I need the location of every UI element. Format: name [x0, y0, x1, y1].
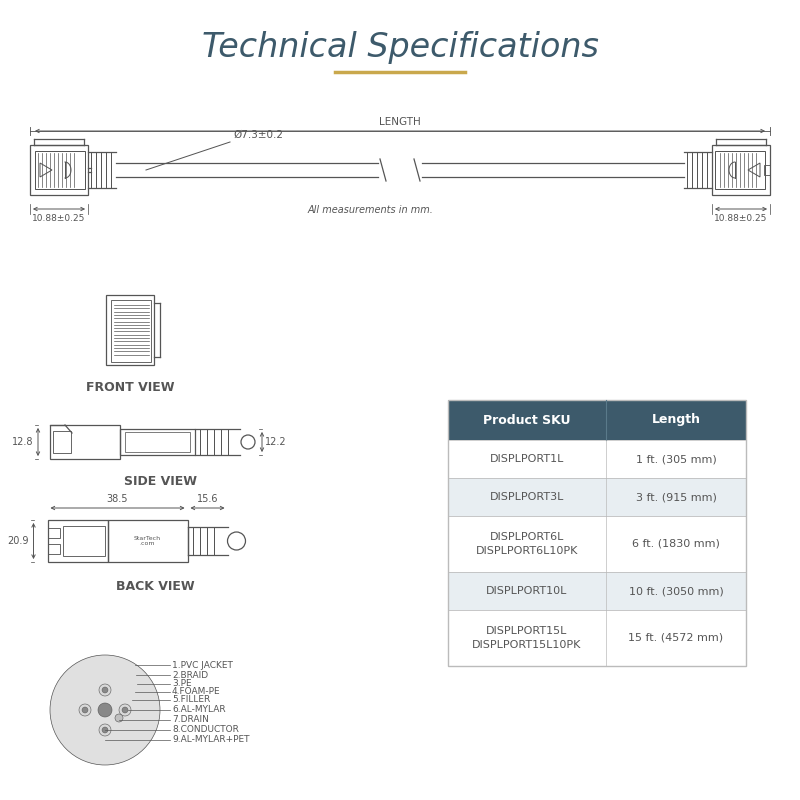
Circle shape — [63, 668, 147, 752]
Text: 1.PVC JACKET: 1.PVC JACKET — [172, 661, 233, 670]
Polygon shape — [448, 610, 746, 666]
Text: FRONT VIEW: FRONT VIEW — [86, 381, 174, 394]
Text: 3.PE: 3.PE — [172, 679, 192, 689]
Text: BACK VIEW: BACK VIEW — [116, 580, 194, 593]
Circle shape — [100, 705, 110, 715]
Circle shape — [99, 724, 111, 736]
Text: 6.AL-MYLAR: 6.AL-MYLAR — [172, 706, 226, 714]
Circle shape — [115, 714, 123, 722]
Text: 2.BRAID: 2.BRAID — [172, 670, 208, 679]
Circle shape — [69, 674, 141, 746]
Circle shape — [122, 707, 128, 713]
Text: All measurements in mm.: All measurements in mm. — [307, 205, 433, 215]
Polygon shape — [448, 516, 746, 572]
Text: DISPLPORT6L
DISPLPORT6L10PK: DISPLPORT6L DISPLPORT6L10PK — [476, 532, 578, 556]
Circle shape — [102, 687, 108, 693]
Polygon shape — [448, 572, 746, 610]
Text: 7.DRAIN: 7.DRAIN — [172, 715, 209, 725]
Circle shape — [82, 707, 88, 713]
Text: 5.FILLER: 5.FILLER — [172, 695, 210, 705]
Text: Length: Length — [651, 414, 701, 426]
Text: 12.2: 12.2 — [265, 437, 286, 447]
Text: 15.6: 15.6 — [197, 494, 218, 504]
Polygon shape — [448, 440, 746, 478]
Polygon shape — [448, 478, 746, 516]
Text: 3 ft. (915 mm): 3 ft. (915 mm) — [635, 492, 717, 502]
Circle shape — [119, 704, 131, 716]
Text: 1 ft. (305 mm): 1 ft. (305 mm) — [636, 454, 716, 464]
Circle shape — [87, 692, 123, 728]
Circle shape — [99, 684, 111, 696]
Text: DISPLPORT1L: DISPLPORT1L — [490, 454, 564, 464]
Circle shape — [50, 655, 160, 765]
Text: SIDE VIEW: SIDE VIEW — [123, 475, 197, 488]
Text: Technical Specifications: Technical Specifications — [202, 31, 598, 65]
Text: 10.88±0.25: 10.88±0.25 — [714, 214, 768, 223]
Text: 10 ft. (3050 mm): 10 ft. (3050 mm) — [629, 586, 723, 596]
Text: 15 ft. (4572 mm): 15 ft. (4572 mm) — [629, 633, 723, 643]
Text: 8.CONDUCTOR: 8.CONDUCTOR — [172, 726, 239, 734]
Circle shape — [102, 727, 108, 733]
Text: 10.88±0.25: 10.88±0.25 — [32, 214, 86, 223]
Text: 4.FOAM-PE: 4.FOAM-PE — [172, 687, 221, 697]
Text: 6 ft. (1830 mm): 6 ft. (1830 mm) — [632, 539, 720, 549]
Text: 12.8: 12.8 — [11, 437, 33, 447]
Text: 20.9: 20.9 — [7, 536, 29, 546]
Text: DISPLPORT3L: DISPLPORT3L — [490, 492, 564, 502]
Text: LENGTH: LENGTH — [379, 117, 421, 127]
Circle shape — [81, 686, 129, 734]
Text: DISPLPORT15L
DISPLPORT15L10PK: DISPLPORT15L DISPLPORT15L10PK — [472, 626, 582, 650]
Circle shape — [79, 704, 91, 716]
Text: Ø7.3±0.2: Ø7.3±0.2 — [233, 130, 283, 140]
Text: StarTech
.com: StarTech .com — [134, 536, 161, 546]
Circle shape — [75, 680, 135, 740]
Text: 9.AL-MYLAR+PET: 9.AL-MYLAR+PET — [172, 735, 250, 745]
Text: Product SKU: Product SKU — [483, 414, 570, 426]
Circle shape — [94, 699, 116, 721]
Text: DISPLPORT10L: DISPLPORT10L — [486, 586, 568, 596]
Circle shape — [57, 662, 153, 758]
Polygon shape — [448, 400, 746, 440]
Text: 38.5: 38.5 — [106, 494, 128, 504]
Circle shape — [98, 703, 112, 717]
